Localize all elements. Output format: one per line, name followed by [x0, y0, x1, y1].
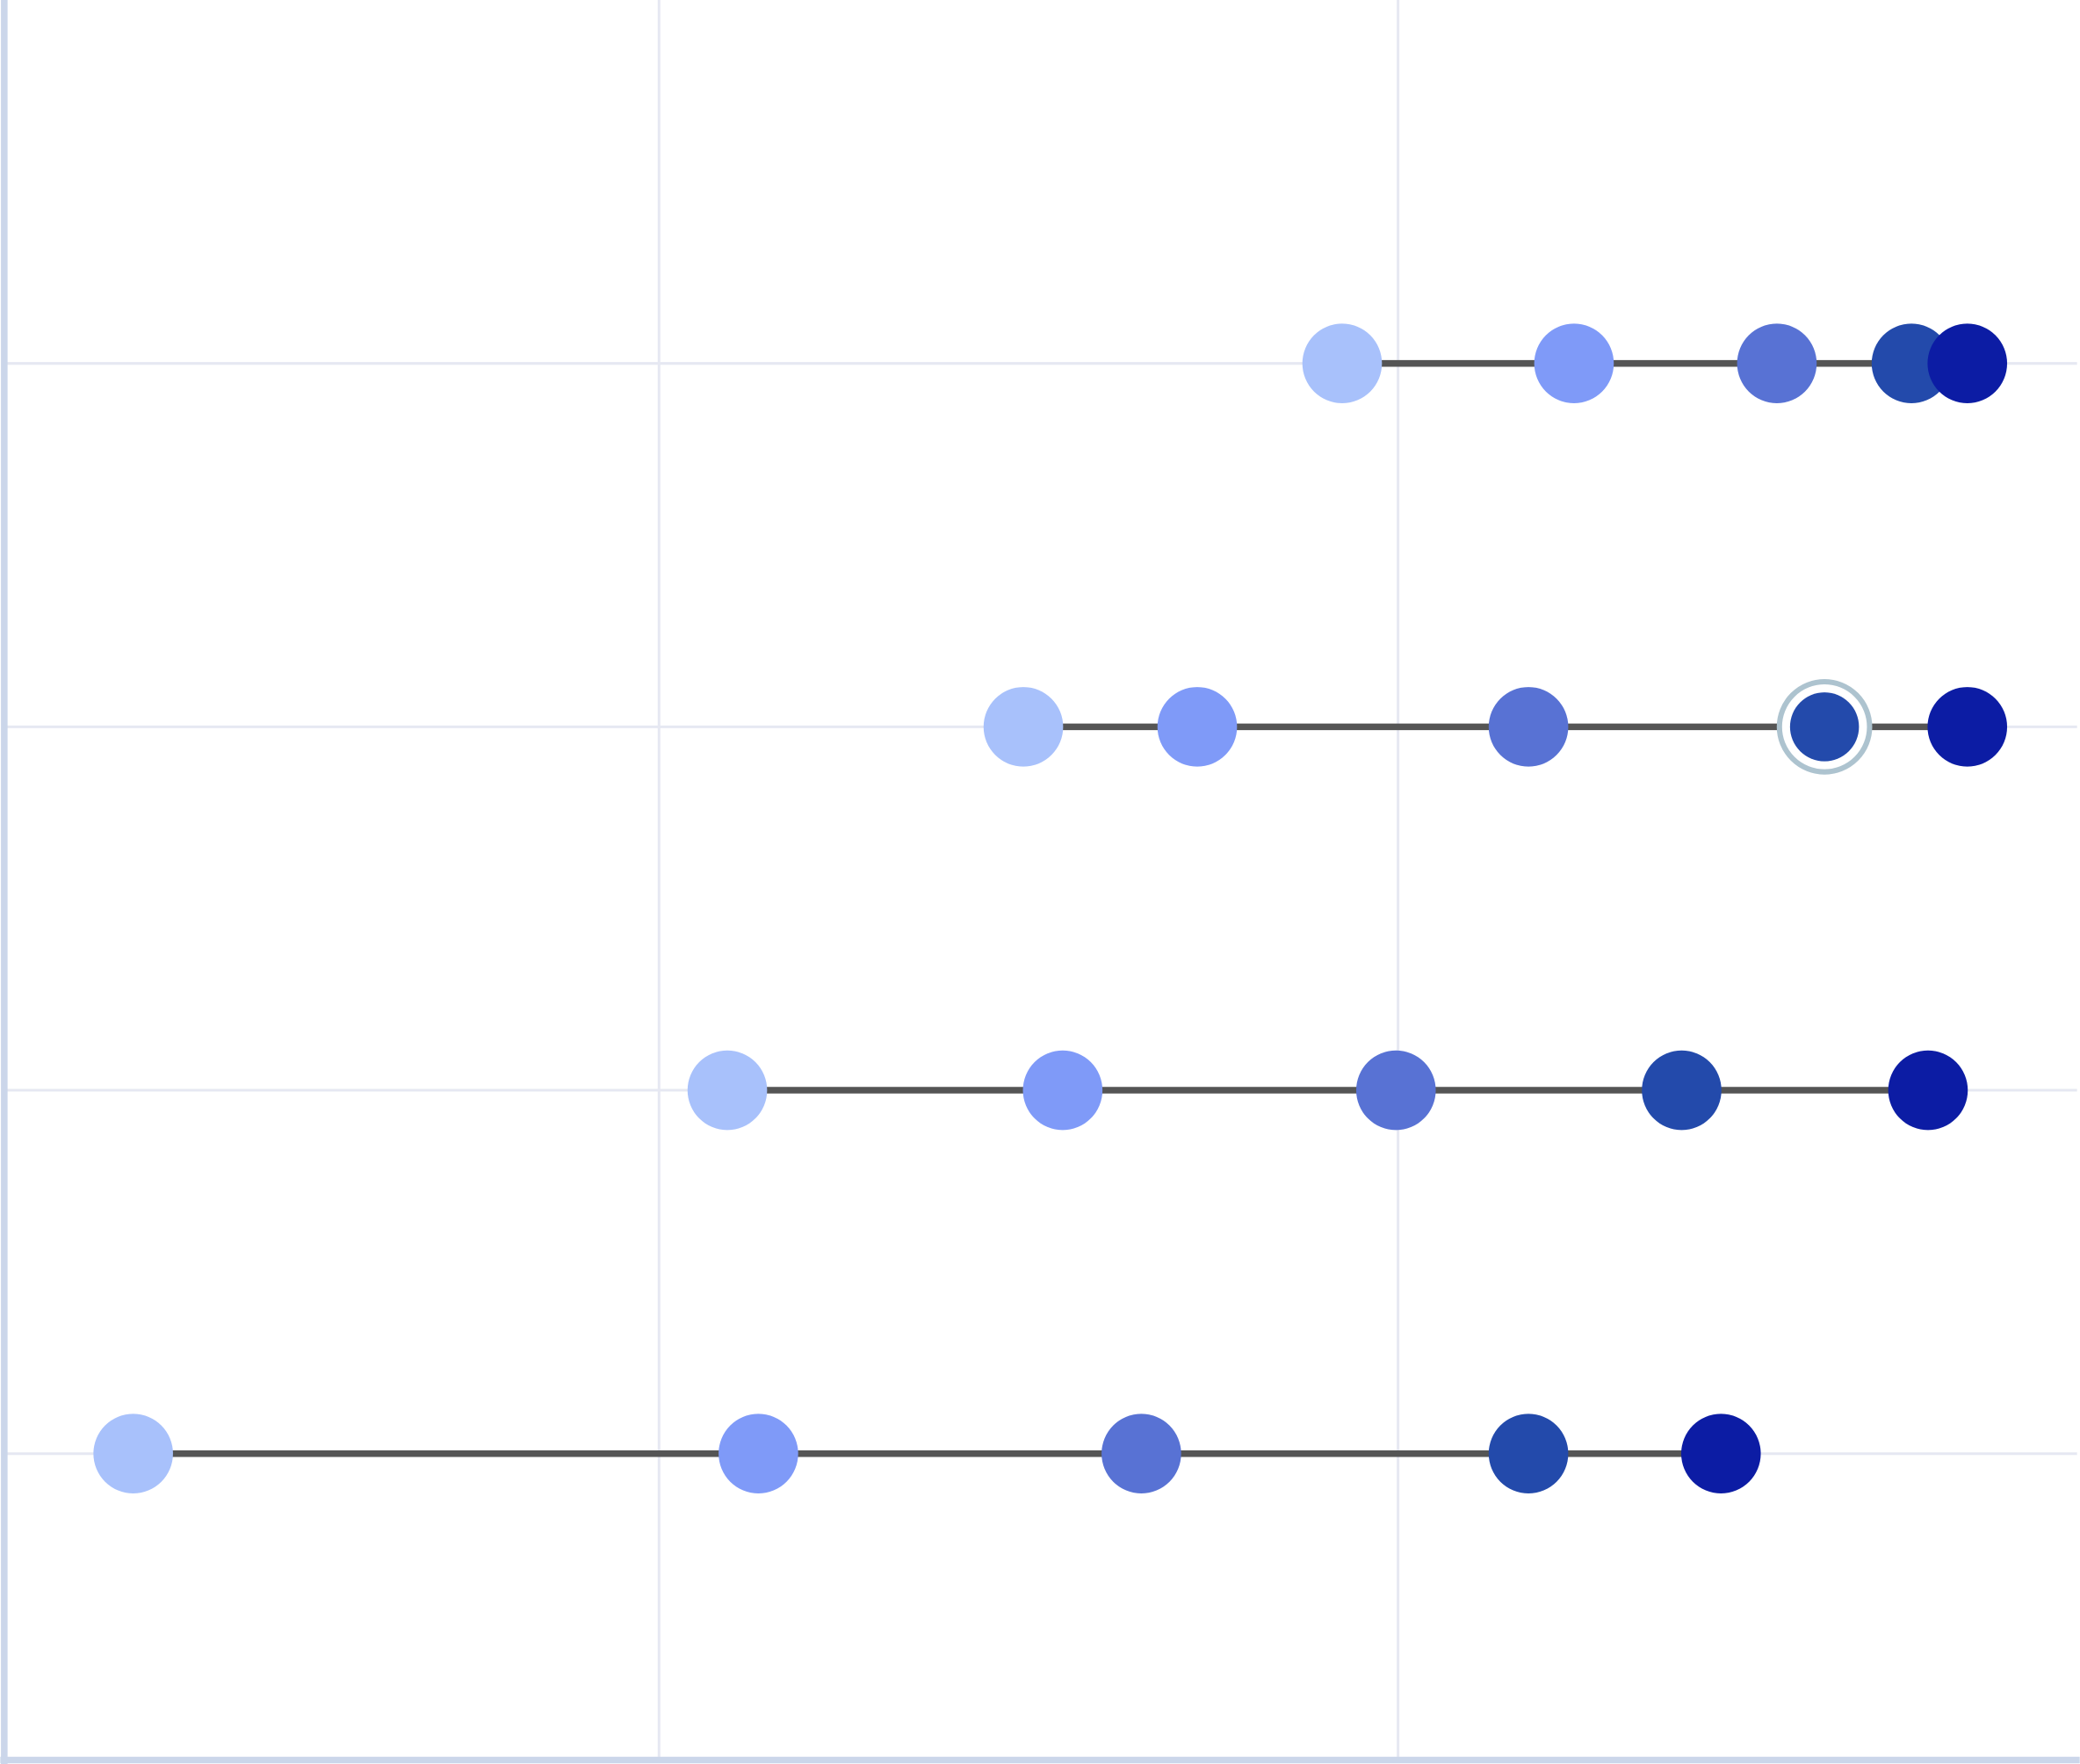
- row-3: [687, 1050, 1968, 1131]
- data-point: [719, 1413, 798, 1494]
- data-point: [1642, 1050, 1722, 1131]
- data-point: [1302, 323, 1383, 403]
- data-point: [687, 1050, 768, 1131]
- gridlines: [6, 0, 2077, 1760]
- data-marks: [93, 323, 2008, 1494]
- data-point: [983, 687, 1064, 767]
- data-point: [1927, 687, 2008, 767]
- data-point: [1789, 692, 1860, 762]
- data-point: [93, 1413, 173, 1494]
- data-point: [1355, 1050, 1436, 1131]
- data-point: [1488, 1413, 1569, 1494]
- data-point: [1871, 323, 1952, 403]
- data-point: [1680, 1413, 1761, 1494]
- data-point: [1488, 687, 1569, 767]
- row-4: [93, 1413, 1761, 1494]
- data-point: [1022, 1050, 1103, 1131]
- data-point: [1101, 1413, 1181, 1494]
- row-1: [1302, 323, 2008, 403]
- data-point: [1157, 687, 1238, 767]
- data-point: [1737, 323, 1817, 403]
- row-2: [983, 679, 2008, 775]
- data-point: [1534, 323, 1614, 403]
- data-point: [1927, 323, 2008, 403]
- data-point: [1888, 1050, 1968, 1131]
